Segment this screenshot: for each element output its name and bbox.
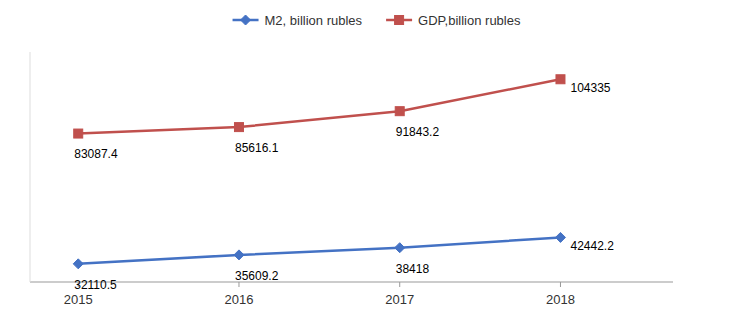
marker bbox=[234, 123, 243, 132]
y-axis-line bbox=[30, 52, 31, 282]
marker bbox=[241, 15, 251, 25]
x-tick-label: 2015 bbox=[64, 292, 93, 307]
data-label: 104335 bbox=[570, 81, 610, 95]
marker bbox=[395, 16, 404, 25]
legend-label: M2, billion rubles bbox=[265, 13, 363, 28]
x-tick bbox=[238, 282, 239, 287]
series-line bbox=[78, 79, 560, 133]
plot-area bbox=[73, 75, 565, 269]
series-line bbox=[78, 237, 560, 263]
chart: 2015 2016 2017 2018 32110.5 35609.2 38418 42442… bbox=[0, 0, 753, 326]
data-label: 85616.1 bbox=[235, 141, 279, 155]
marker bbox=[74, 129, 83, 138]
x-tick-label: 2018 bbox=[546, 292, 575, 307]
x-tick bbox=[399, 282, 400, 287]
legend-item: M2, billion rubles bbox=[233, 13, 363, 28]
marker bbox=[73, 259, 83, 269]
data-label: 35609.2 bbox=[235, 269, 279, 283]
x-axis-line bbox=[30, 282, 673, 283]
data-label: 91843.2 bbox=[396, 125, 440, 139]
marker bbox=[395, 107, 404, 116]
marker bbox=[556, 75, 565, 84]
x-tick-label: 2017 bbox=[385, 292, 414, 307]
legend-label: GDP,billion rubles bbox=[418, 13, 521, 28]
legend-item: GDP,billion rubles bbox=[386, 13, 521, 28]
data-labels: 32110.5 35609.2 38418 42442.2 83087.4 85616.1… bbox=[74, 81, 614, 292]
data-label: 32110.5 bbox=[74, 278, 117, 292]
x-tick bbox=[560, 282, 561, 287]
data-label: 38418 bbox=[396, 262, 430, 276]
data-label: 42442.2 bbox=[570, 239, 614, 253]
marker bbox=[395, 243, 405, 253]
data-label: 83087.4 bbox=[74, 147, 118, 161]
legend: M2, billion rubles GDP,billion rubles bbox=[233, 13, 521, 28]
x-tick-label: 2016 bbox=[225, 292, 254, 307]
marker bbox=[555, 232, 565, 242]
marker bbox=[234, 250, 244, 260]
